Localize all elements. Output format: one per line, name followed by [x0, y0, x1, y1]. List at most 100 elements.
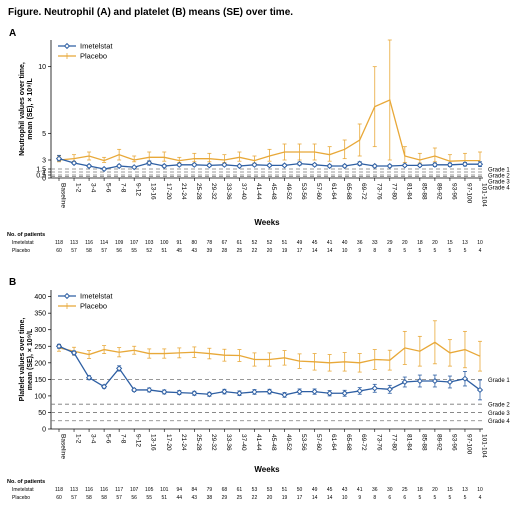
data-point	[146, 386, 153, 394]
patients-count: 25	[237, 248, 243, 254]
data-point	[251, 161, 258, 168]
series-imetelstat	[55, 343, 484, 401]
patients-count: 22	[252, 495, 258, 501]
patients-count: 45	[327, 487, 333, 493]
y-axis-label: Platelet values over time,mean (SE), × 1…	[19, 318, 34, 402]
data-point	[461, 375, 469, 382]
grade-label: Grade 1	[488, 378, 510, 384]
patients-count: 118	[55, 487, 63, 493]
data-point	[116, 365, 123, 372]
x-tick-label: 77-80	[390, 434, 397, 451]
data-point	[251, 388, 258, 396]
data-point	[191, 161, 198, 168]
data-point	[146, 159, 153, 167]
data-point	[326, 390, 333, 397]
x-tick-label: Baseline	[60, 183, 67, 208]
x-tick-label: 37-40	[240, 434, 247, 451]
patients-count: 43	[342, 487, 348, 493]
patients-count: 5	[418, 495, 421, 501]
data-point	[101, 165, 108, 173]
data-point	[221, 161, 228, 168]
data-point	[416, 162, 423, 169]
x-tick-label: 73-76	[375, 434, 382, 451]
x-tick-label: 53-56	[300, 434, 307, 451]
data-point	[70, 349, 78, 356]
patients-count: 6	[388, 495, 391, 501]
patients-count: 5	[464, 248, 467, 254]
patients-count: 55	[146, 495, 152, 501]
data-point	[386, 162, 393, 170]
patients-count: 8	[388, 248, 391, 254]
y-tick-label: 100	[34, 393, 46, 400]
y-axis-label-line: mean (SE), × 10⁹/L	[27, 328, 34, 390]
patients-count: 79	[207, 487, 213, 493]
x-tick-label: 25-28	[195, 434, 202, 451]
patients-count: 51	[282, 487, 288, 493]
x-tick-label: 37-40	[240, 183, 247, 200]
patients-count: 5	[464, 495, 467, 501]
x-tick-label: 57-60	[315, 434, 322, 451]
data-point	[326, 162, 333, 170]
grade-label: Grade 3	[488, 411, 510, 417]
data-point	[356, 160, 363, 167]
patients-count: 38	[207, 495, 213, 501]
legend-label: Imetelstat	[80, 42, 113, 51]
patients-count: 117	[115, 487, 123, 493]
patients-header: No. of patients	[7, 232, 45, 238]
data-point	[266, 162, 273, 169]
patients-count: 51	[282, 240, 288, 246]
x-tick-label: 85-88	[420, 434, 427, 451]
patients-count: 44	[177, 495, 183, 501]
x-tick-label: 21-24	[180, 183, 187, 200]
x-tick-label: 13-16	[150, 183, 157, 200]
grade-label: Grade 3	[488, 180, 510, 186]
patients-count: 10	[342, 248, 348, 254]
patients-count: 14	[327, 248, 333, 254]
data-point	[85, 374, 93, 381]
x-tick-label: 41-44	[255, 434, 262, 451]
data-point	[446, 161, 454, 168]
patients-count: 17	[297, 248, 303, 254]
data-point	[371, 385, 378, 392]
x-tick-label: 89-92	[435, 183, 442, 200]
grade-label: Grade 4	[488, 419, 510, 425]
patients-count: 107	[130, 240, 139, 246]
x-tick-label: 101-104	[481, 183, 488, 207]
patients-count: 29	[387, 240, 393, 246]
patients-table: No. of patients Imetelstat 118 113 116 116 117…	[7, 479, 483, 501]
patients-count: 9	[358, 248, 361, 254]
legend-label: Imetelstat	[80, 292, 113, 301]
data-point	[476, 161, 484, 168]
patients-count: 56	[131, 495, 137, 501]
patients-count: 18	[417, 487, 423, 493]
patients-count: 13	[462, 240, 468, 246]
x-tick-label: 65-68	[345, 183, 352, 200]
patients-count: 20	[432, 487, 438, 493]
patients-count: 114	[100, 240, 108, 246]
patients-count: 40	[342, 240, 348, 246]
y-tick-label: 10	[38, 64, 46, 71]
data-point	[85, 162, 93, 170]
data-point	[341, 162, 348, 170]
x-tick-label: 45-48	[270, 434, 277, 451]
patients-count: 101	[160, 487, 169, 493]
patients-count: 56	[116, 248, 122, 254]
x-tick-label: 29-32	[210, 434, 217, 451]
legend-marker	[63, 292, 71, 300]
x-tick-label: 45-48	[270, 183, 277, 200]
patients-count: 51	[161, 495, 167, 501]
data-point	[341, 390, 348, 397]
y-tick-label: 50	[38, 410, 46, 417]
y-tick-label: 300	[34, 327, 46, 334]
patients-count: 60	[56, 248, 62, 254]
patients-count: 30	[387, 487, 393, 493]
grade-label: Grade 4	[488, 186, 510, 192]
patients-count: 49	[312, 487, 318, 493]
data-point	[55, 343, 63, 350]
patients-count: 25	[402, 487, 408, 493]
x-tick-label: 69-72	[360, 434, 367, 451]
x-tick-label: 17-20	[165, 434, 172, 451]
x-tick-label: 61-64	[330, 434, 337, 451]
data-point	[296, 160, 303, 167]
